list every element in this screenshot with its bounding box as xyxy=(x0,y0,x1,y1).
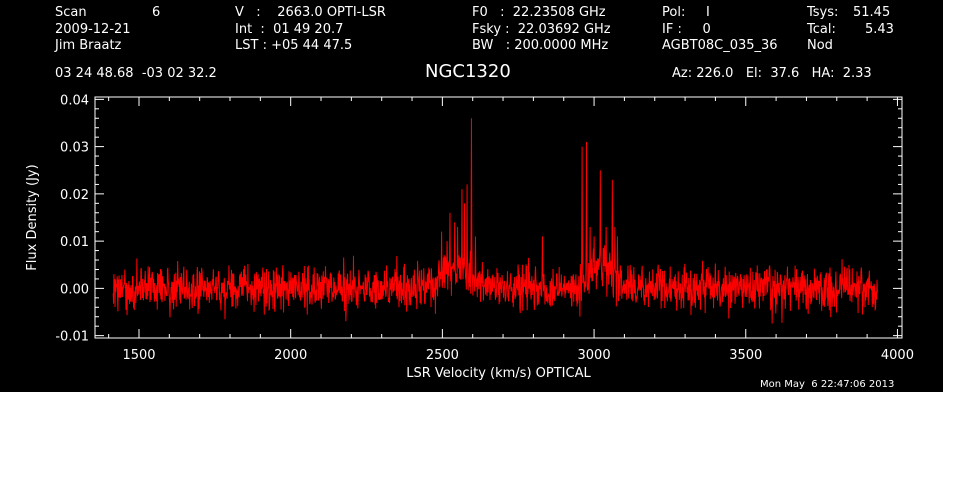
scan-number: 6 xyxy=(152,5,161,20)
pointing-info: Az: 226.0 El: 37.6 HA: 2.33 xyxy=(672,66,872,81)
spectrum-trace-layer xyxy=(112,118,879,324)
x-tick-label: 2500 xyxy=(426,348,459,363)
x-tick-label: 3500 xyxy=(729,348,762,363)
if-number: IF : 0 xyxy=(662,22,711,37)
polarization: Pol: I xyxy=(662,5,710,20)
x-tick-label: 1500 xyxy=(122,348,155,363)
tcal-value: 5.43 xyxy=(865,22,894,37)
scan-label: Scan xyxy=(55,5,87,20)
y-tick-label: 0.02 xyxy=(60,188,89,203)
x-tick-label: 4000 xyxy=(881,348,914,363)
source-name: NGC1320 xyxy=(425,61,511,82)
observing-mode: Nod xyxy=(807,38,833,53)
sky-frequency: Fsky : 22.03692 GHz xyxy=(472,22,611,37)
y-tick-label: 0.04 xyxy=(60,93,89,108)
tsys-value: 51.45 xyxy=(853,5,891,20)
y-tick-label: -0.01 xyxy=(55,330,89,345)
plot-timestamp: Mon May 6 22:47:06 2013 xyxy=(760,379,895,390)
lst-info: LST : +05 44 47.5 xyxy=(235,38,353,53)
spectrum-line xyxy=(112,118,879,324)
source-coordinates: 03 24 48.68 -03 02 32.2 xyxy=(55,66,217,81)
integration-time: Int : 01 49 20.7 xyxy=(235,22,344,37)
tcal-label: Tcal: xyxy=(807,22,836,37)
x-tick-label: 2000 xyxy=(274,348,307,363)
observer-name: Jim Braatz xyxy=(55,38,122,53)
tsys-label: Tsys: xyxy=(807,5,839,20)
x-axis-label: LSR Velocity (km/s) OPTICAL xyxy=(406,366,591,381)
project-id: AGBT08C_035_36 xyxy=(662,38,778,53)
y-tick-label: 0.01 xyxy=(60,235,89,250)
axes-layer: 1500 2000 2500 3000 3500 4000 -0.01 0.00 0.01 0.0… xyxy=(25,93,914,381)
bandwidth: BW : 200.0000 MHz xyxy=(472,38,609,53)
y-tick-label: 0.03 xyxy=(60,141,89,156)
spectrum-plot: 1500 2000 2500 3000 3500 4000 -0.01 0.00 0.01 0.0… xyxy=(25,93,914,381)
velocity-info: V : 2663.0 OPTI-LSR xyxy=(235,5,386,20)
y-axis-label: Flux Density (Jy) xyxy=(25,164,40,270)
plot-frame xyxy=(94,96,903,339)
x-tick-label: 3000 xyxy=(578,348,611,363)
rest-frequency: F0 : 22.23508 GHz xyxy=(472,5,606,20)
observation-date: 2009-12-21 xyxy=(55,22,131,37)
y-tick-label: 0.00 xyxy=(60,282,89,297)
